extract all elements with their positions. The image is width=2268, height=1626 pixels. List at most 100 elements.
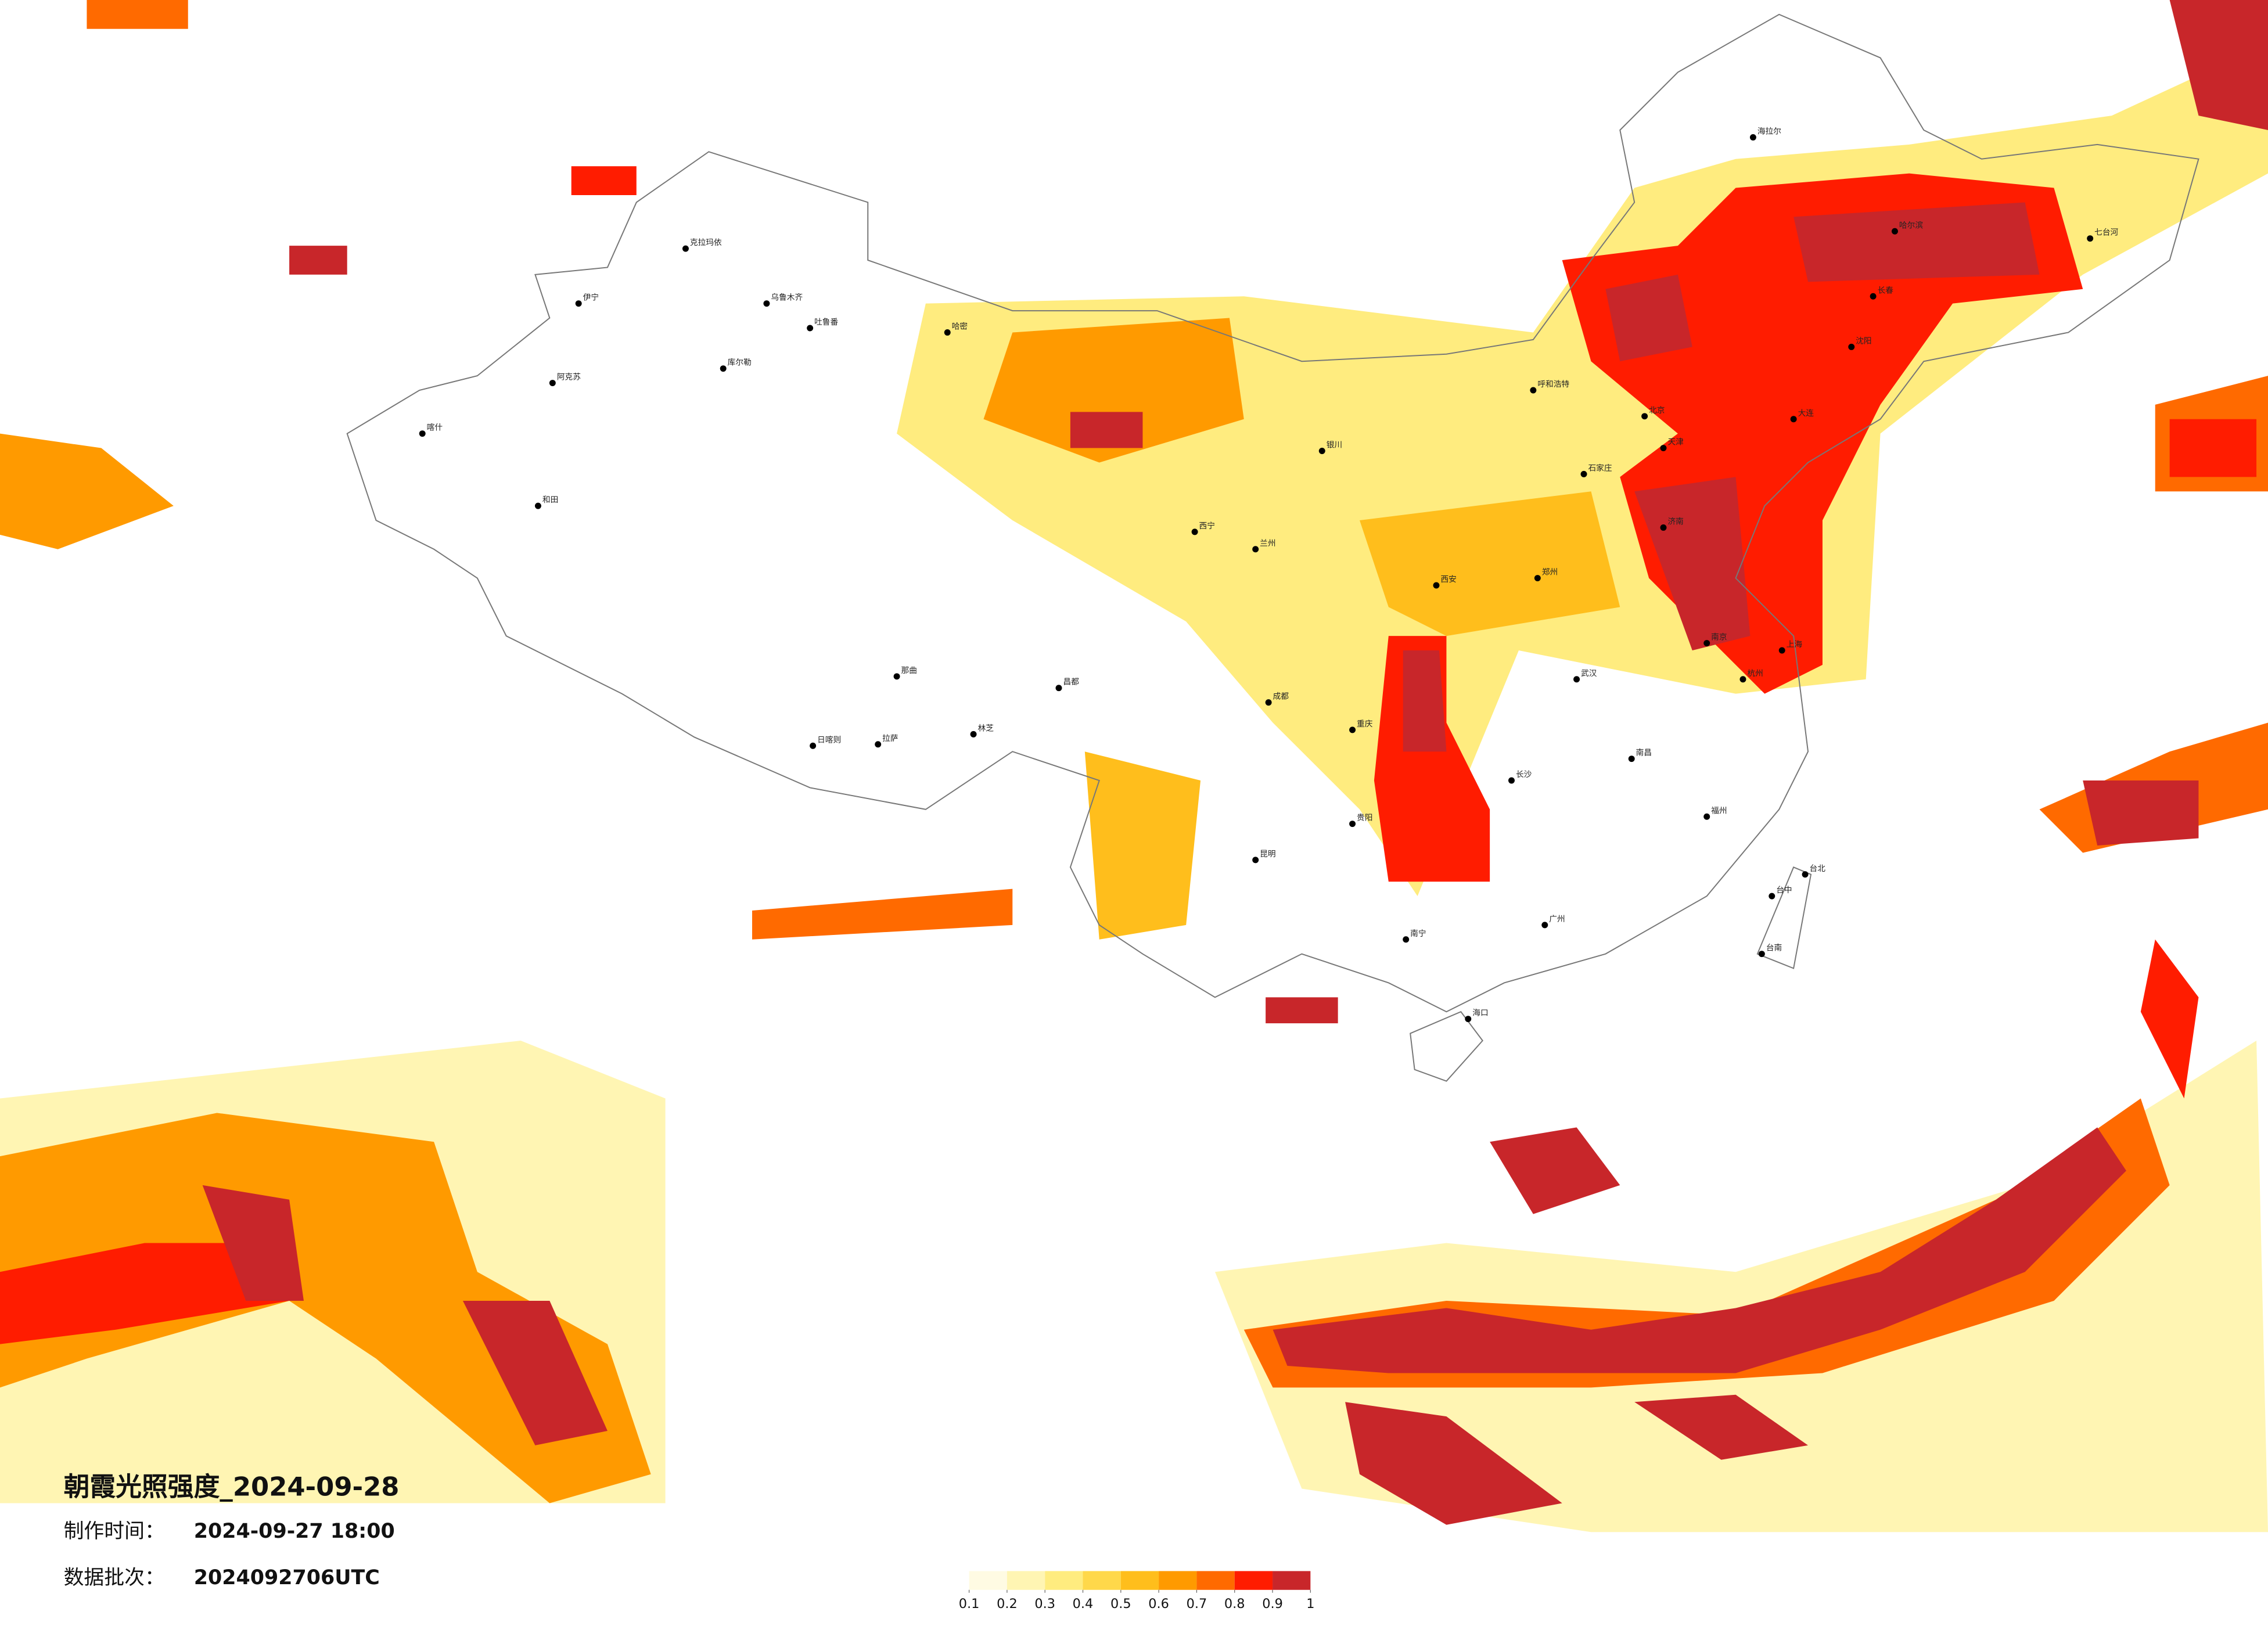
legend-label: 0.7: [1187, 1596, 1207, 1611]
field-orange: [0, 1113, 651, 1503]
legend-label: 0.8: [1224, 1596, 1245, 1611]
legend-label: 0.6: [1148, 1596, 1169, 1611]
city-label: 呼和浩特: [1537, 380, 1569, 389]
city-label: 成都: [1273, 692, 1289, 702]
city-label: 林芝: [978, 724, 994, 733]
city-marker: [1252, 857, 1259, 864]
city-label: 西宁: [1199, 521, 1215, 531]
field-red: [571, 166, 637, 195]
city-label: 长春: [1878, 286, 1894, 295]
city-marker: [875, 741, 882, 748]
legend-label: 0.3: [1034, 1596, 1055, 1611]
field-darkred: [2169, 0, 2268, 130]
city-label: 贵阳: [1357, 814, 1372, 823]
city-label: 昌都: [1063, 678, 1079, 687]
city-marker: [720, 365, 727, 372]
legend-label: 0.4: [1073, 1596, 1094, 1611]
city-label: 沈阳: [1856, 336, 1871, 346]
city-marker: [682, 245, 689, 252]
city-marker: [419, 430, 426, 437]
city-marker: [1349, 821, 1356, 828]
field-darkred: [2083, 780, 2199, 846]
city-label: 大连: [1798, 409, 1814, 418]
city-marker: [1660, 524, 1667, 531]
legend-swatch: [1045, 1571, 1083, 1590]
field-darkred: [1345, 1402, 1562, 1525]
city-label: 哈尔滨: [1899, 221, 1923, 230]
field-red: [2140, 939, 2199, 1099]
city-label: 天津: [1667, 438, 1684, 447]
city-marker: [1265, 699, 1272, 706]
city-marker: [1318, 448, 1325, 455]
city-marker: [1252, 546, 1259, 553]
city-marker: [1628, 756, 1635, 762]
city-marker: [1465, 1016, 1472, 1023]
city-marker: [1870, 293, 1877, 300]
field-darkred: [289, 246, 347, 275]
city-label: 伊宁: [583, 293, 599, 303]
field-orange: [983, 318, 1244, 463]
city-label: 石家庄: [1588, 463, 1612, 473]
legend-swatch: [1273, 1571, 1311, 1590]
city-label: 阿克苏: [557, 373, 581, 382]
city-marker: [893, 673, 900, 680]
city-marker: [1848, 343, 1855, 350]
legend: 0.1 0.2 0.3 0.4 0.5 0.6 0.7 0.8 0.9 1: [959, 1571, 1314, 1611]
legend-label: 0.1: [959, 1596, 980, 1611]
field-red: [2169, 419, 2257, 477]
city-marker: [1769, 893, 1775, 900]
legend-label: 0.9: [1262, 1596, 1283, 1611]
legend-swatch: [1159, 1571, 1197, 1590]
city-label: 台北: [1810, 864, 1826, 873]
intensity-field: [0, 0, 2268, 1533]
city-marker: [1573, 676, 1580, 683]
city-label: 库尔勒: [728, 358, 752, 368]
field-darkred: [1070, 412, 1143, 448]
city-label: 武汉: [1581, 669, 1597, 678]
city-marker: [1433, 582, 1440, 589]
field-darkred: [202, 1185, 304, 1301]
field-pale: [1214, 1041, 2268, 1533]
field-orange: [752, 888, 1013, 940]
city-marker: [575, 300, 582, 307]
city-marker: [1703, 640, 1710, 647]
city-label: 南宁: [1410, 929, 1426, 938]
city-label: 哈密: [952, 321, 968, 331]
city-label: 广州: [1549, 915, 1565, 924]
field-darkred: [1634, 477, 1751, 650]
city-marker: [1541, 922, 1548, 929]
legend-swatch: [969, 1571, 1007, 1590]
legend-swatch: [1083, 1571, 1121, 1590]
city-label: 重庆: [1357, 720, 1373, 729]
city-marker: [763, 300, 770, 307]
field-orange: [1084, 751, 1201, 940]
city-label: 吐鲁番: [814, 318, 838, 327]
city-label: 南京: [1711, 633, 1727, 642]
legend-swatch: [1007, 1571, 1045, 1590]
city-marker: [549, 380, 556, 387]
city-label: 兰州: [1260, 539, 1275, 548]
city-marker: [1349, 726, 1356, 733]
city-label: 福州: [1711, 806, 1727, 815]
field-darkred: [1634, 1394, 1809, 1460]
field-darkred: [462, 1301, 608, 1445]
city-marker: [534, 502, 541, 509]
field-orange: [0, 433, 174, 549]
city-label: 郑州: [1542, 568, 1558, 577]
legend-label: 0.5: [1110, 1596, 1131, 1611]
city-label: 昆明: [1260, 850, 1275, 859]
field-darkred: [1605, 274, 1692, 362]
city-marker: [1790, 416, 1797, 423]
city-label: 上海: [1787, 640, 1803, 649]
city-marker: [1534, 575, 1541, 582]
field-darkred: [1266, 997, 1338, 1024]
city-marker: [810, 742, 817, 749]
city-marker: [1739, 676, 1746, 683]
field-darkred: [1273, 1127, 2126, 1373]
city-marker: [1749, 134, 1756, 141]
city-label: 日喀则: [817, 735, 841, 744]
legend-swatch: [1120, 1571, 1159, 1590]
made-label: 制作时间：: [64, 1520, 165, 1543]
